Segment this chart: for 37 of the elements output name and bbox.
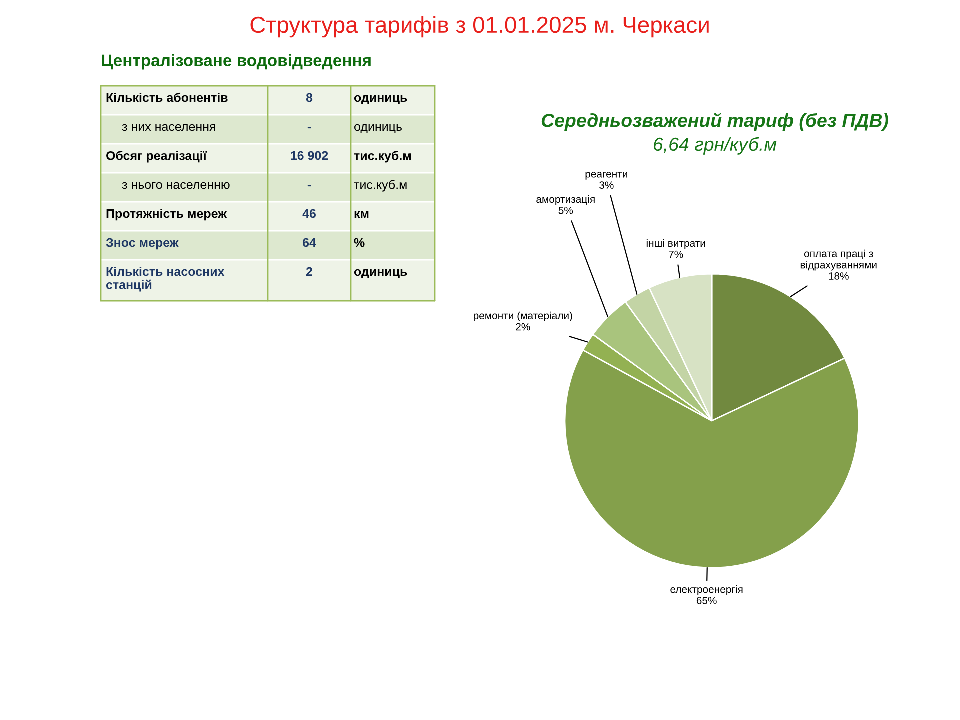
text: 16 902 [291,151,328,160]
category-label: Обсяг реалізації [106,151,208,163]
category-label: одиниць [354,269,408,279]
text: - [308,127,312,129]
category-label: одиниць [354,124,402,134]
category-label: одиниць [354,95,408,105]
category-label: тис.куб.м [354,180,407,192]
data-label: 3% [600,182,614,190]
text: 46 [302,209,316,218]
chart-subtitle: 6,64 грн/куб.м [654,137,777,155]
data-label: 7% [669,250,684,258]
category-label: % [354,238,365,248]
text: Структура тарифів з 01.01.2025 м. Черкаси [250,16,709,38]
text: 2 [306,267,312,276]
text: Централізоване водовідведення [102,54,371,70]
slice-label: електроенергія [670,586,743,596]
slice-label: амортизація [536,195,595,206]
data-label: 65% [696,597,717,604]
category-label: тис.куб.м [354,151,412,163]
category-label: з них населення [122,124,216,132]
data-label: 2% [516,323,530,331]
text: 64 [303,238,316,248]
chart-title: Середньозважений тариф (без ПДВ) [542,113,888,131]
slice-label: реагенти [586,172,628,180]
text: - [308,185,312,187]
slice-label: інші витрати [646,239,706,250]
data-label: 18% [829,272,849,280]
category-label: км [354,211,369,218]
data-label: 5% [558,206,574,214]
category-label: Протяжність мереж [106,209,228,221]
category-label: Знос мереж [106,238,179,250]
category-label: Кількість насосних станцій [106,267,225,292]
slice-label: оплата праці з відрахуваннями [800,250,877,271]
category-label: з нього населенню [122,182,230,190]
text: 8 [306,93,313,102]
category-label: Кількість абонентів [106,92,228,102]
slice-label: ремонти (матеріали) [474,312,572,322]
